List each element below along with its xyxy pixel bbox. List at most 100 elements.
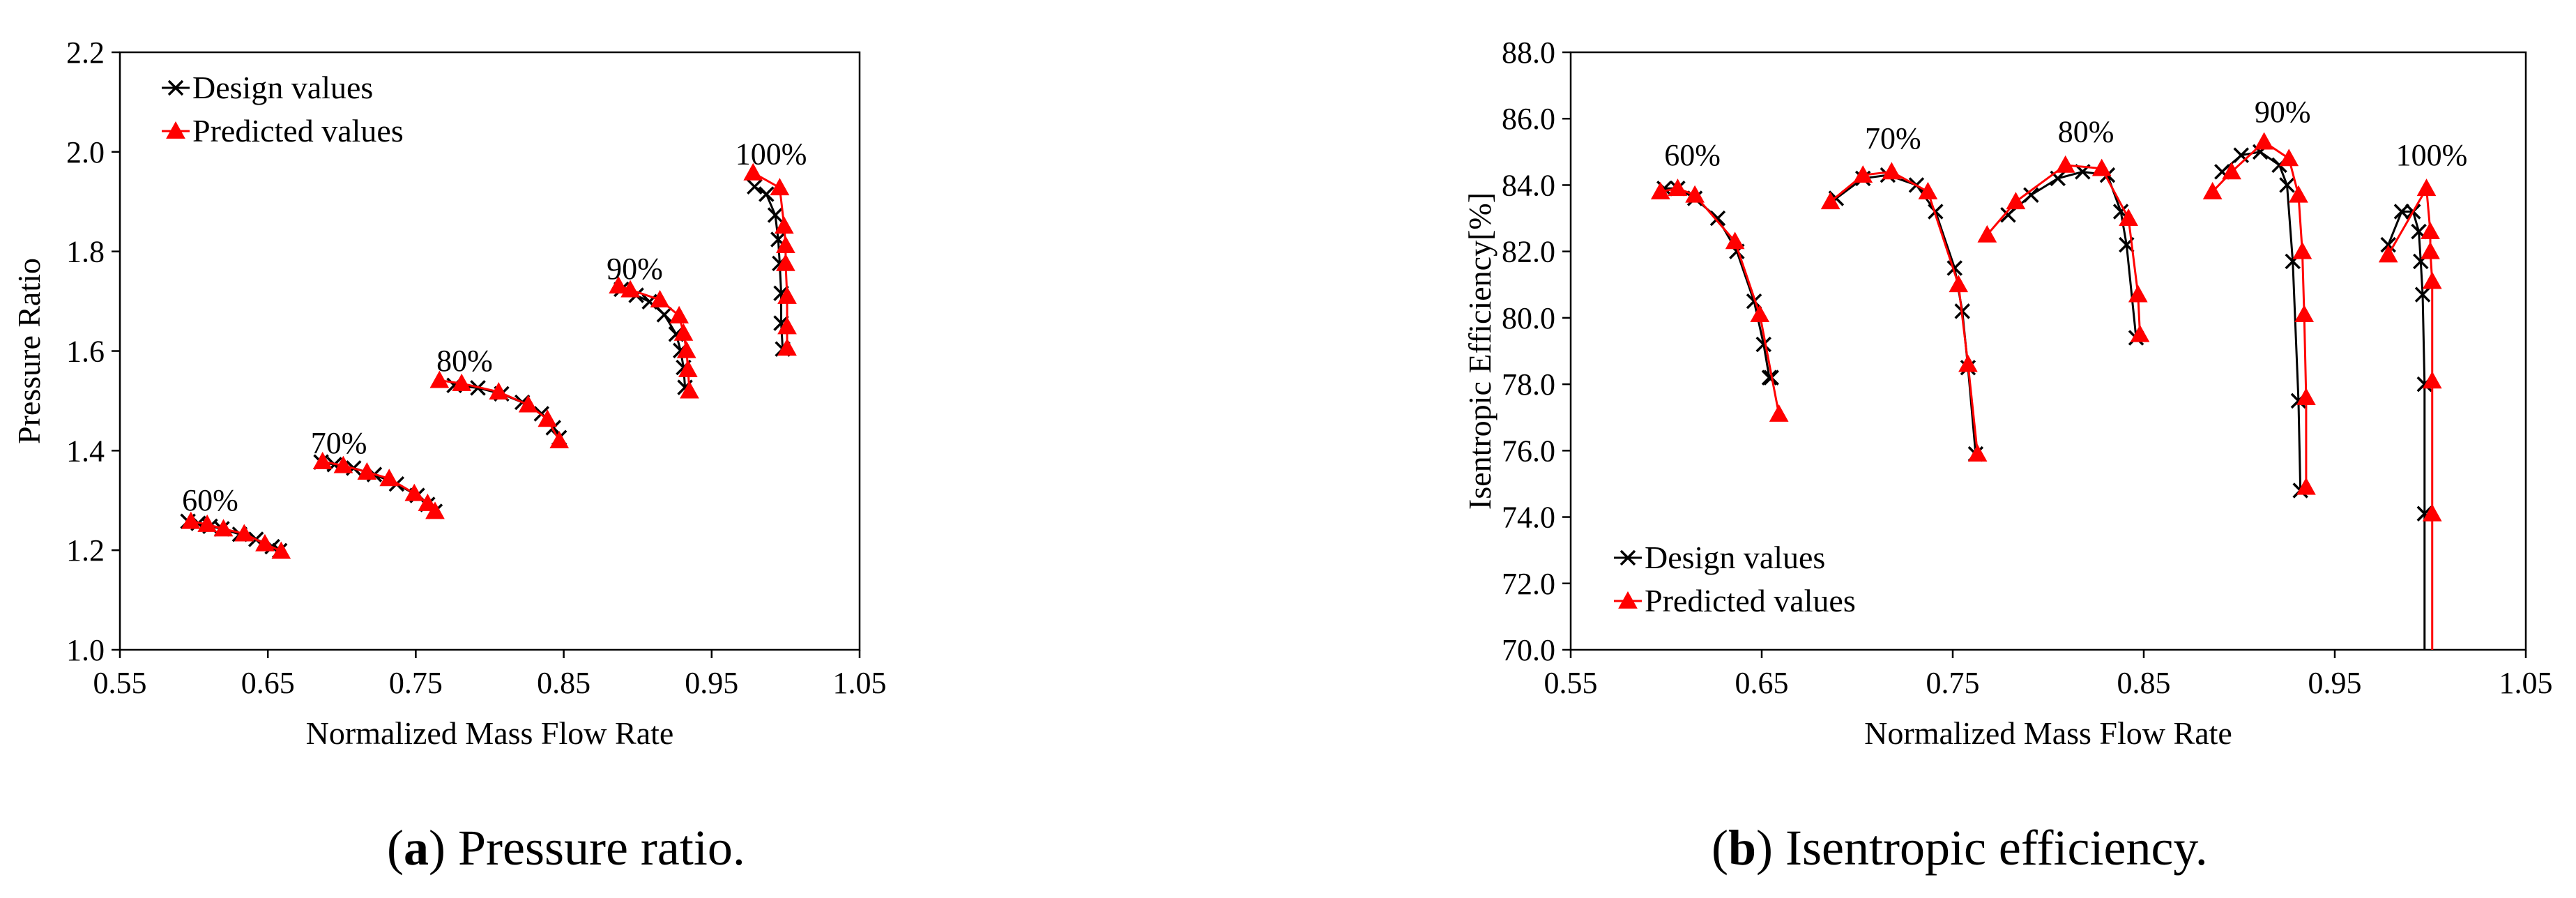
data-point [770,178,790,196]
data-point [777,338,797,356]
data-point [2202,181,2223,199]
y-tick-label: 70.0 [1502,633,1555,667]
caption-a-text: Pressure ratio. [457,820,745,876]
plot-frame [1569,51,2527,651]
data-point [2279,149,2299,167]
data-point [1853,165,1873,183]
y-tick-label: 76.0 [1502,434,1555,468]
x-tick-label: 0.55 [1544,666,1598,700]
data-point [197,515,218,532]
data-point [767,207,784,223]
data-point [676,340,696,358]
data-point [776,253,795,271]
data-point [1761,370,1778,386]
data-point [2378,245,2398,263]
data-point [1918,181,1938,199]
y-tick-label: 1.0 [66,633,105,667]
x-tick-label: 0.95 [2308,666,2362,700]
data-point [357,462,377,480]
legend-label: Design values [1645,540,1825,575]
data-point [2414,287,2431,303]
data-point [2279,177,2295,193]
data-point [2023,187,2039,203]
data-point [2421,241,2440,259]
x-axis-label: Normalized Mass Flow Rate [1864,715,2232,751]
data-point [1949,275,1969,293]
speed-label: 90% [607,252,663,286]
speed-label: 100% [2396,138,2468,172]
data-point [404,483,425,501]
data-point [333,455,353,473]
caption-b-letter: b [1728,820,1757,876]
data-point [2006,192,2026,210]
data-point [255,533,275,551]
data-point [425,501,445,519]
data-point [2000,207,2016,223]
data-point [549,431,570,448]
data-point [2222,162,2241,180]
x-tick-label: 0.75 [389,666,443,700]
y-tick-label: 86.0 [1502,102,1555,136]
y-axis-label: Pressure Ratio [11,258,47,444]
y-tick-label: 2.0 [66,135,105,169]
data-point [2128,284,2148,303]
data-point [379,469,399,487]
data-point [1750,305,1770,323]
data-point [609,275,628,294]
series-line-70pct [1829,170,1979,455]
y-tick-label: 72.0 [1502,567,1555,601]
series-predicted-values [181,162,797,559]
data-point [2294,305,2315,323]
data-point [1958,354,1978,372]
data-point [452,373,472,391]
x-axis-label: Normalized Mass Flow Rate [306,715,674,751]
speed-label: 70% [311,426,367,460]
x-tick-label: 0.85 [537,666,590,700]
legend-marker [166,121,185,139]
x-tick-label: 0.65 [241,666,295,700]
data-point [489,382,509,399]
data-point [2292,241,2312,259]
data-point [312,452,333,469]
series-line-90pct [2211,140,2308,487]
x-tick-label: 0.75 [1926,666,1980,700]
data-point [1820,192,1840,210]
x-tick-label: 0.95 [685,666,738,700]
y-tick-label: 1.4 [66,434,105,468]
legend: Design values Predicted values [162,70,404,149]
caption-a: (a) Pressure ratio. [387,820,745,876]
data-point [1967,444,1988,462]
plot-area [180,162,797,559]
data-point [2380,236,2396,253]
data-point [620,280,640,298]
y-tick-label: 74.0 [1502,501,1555,535]
series-line-70pct [1835,174,1977,455]
data-point [678,359,698,377]
legend-marker [167,79,184,96]
data-point [1946,260,1963,276]
y-tick-label: 84.0 [1502,168,1555,202]
data-point [774,216,794,234]
speed-label: 80% [2058,115,2114,149]
series-line-80pct [1986,164,2142,335]
data-point [518,395,538,413]
y-tick-label: 82.0 [1502,235,1555,269]
data-point [2422,271,2442,289]
data-point [2119,208,2138,226]
data-point [1769,404,1789,422]
data-point [2130,324,2150,342]
data-point [2254,132,2274,150]
caption-b-text: Isentropic efficiency. [1785,820,2208,876]
data-point [777,317,797,335]
y-tick-label: 78.0 [1502,367,1555,402]
speed-label: 80% [436,344,493,378]
data-point [213,519,234,537]
legend-label: Predicted values [192,113,404,149]
plot-area [1650,132,2442,650]
data-point [2091,158,2112,176]
data-point [656,307,673,323]
y-tick-label: 1.8 [66,235,105,269]
y-tick-label: 80.0 [1502,301,1555,335]
legend: Design values Predicted values [1614,540,1856,618]
